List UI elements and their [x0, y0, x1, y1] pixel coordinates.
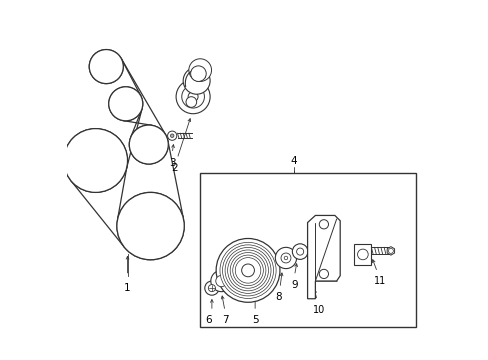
Circle shape	[188, 59, 211, 81]
Circle shape	[275, 247, 296, 269]
Circle shape	[215, 275, 226, 287]
Circle shape	[208, 284, 215, 292]
Circle shape	[176, 80, 210, 114]
Circle shape	[210, 270, 232, 292]
Circle shape	[63, 129, 127, 192]
Text: 10: 10	[312, 305, 325, 315]
Circle shape	[235, 258, 260, 283]
Circle shape	[319, 220, 328, 229]
Polygon shape	[307, 215, 340, 299]
Circle shape	[190, 66, 206, 81]
Circle shape	[296, 248, 303, 255]
Circle shape	[281, 253, 290, 263]
Circle shape	[188, 92, 198, 102]
Bar	[354, 244, 370, 265]
Circle shape	[204, 281, 219, 295]
Circle shape	[167, 131, 177, 140]
Circle shape	[319, 269, 328, 279]
Text: 8: 8	[275, 292, 282, 302]
Circle shape	[108, 87, 142, 121]
Circle shape	[129, 125, 168, 164]
Text: 7: 7	[221, 315, 228, 325]
Circle shape	[292, 244, 307, 260]
Circle shape	[227, 250, 268, 291]
Circle shape	[387, 248, 392, 253]
Text: 4: 4	[290, 156, 297, 166]
Circle shape	[108, 87, 142, 121]
Text: 9: 9	[290, 280, 297, 290]
Polygon shape	[386, 247, 394, 255]
Circle shape	[232, 255, 263, 286]
Circle shape	[216, 238, 279, 302]
Circle shape	[117, 192, 184, 260]
Circle shape	[222, 245, 273, 296]
Circle shape	[241, 264, 254, 277]
Circle shape	[284, 256, 287, 260]
Text: 5: 5	[251, 315, 258, 325]
Circle shape	[63, 129, 127, 192]
Text: 3: 3	[168, 158, 175, 168]
Circle shape	[224, 247, 270, 293]
Circle shape	[117, 192, 184, 260]
Circle shape	[230, 252, 265, 288]
Circle shape	[183, 67, 210, 94]
Circle shape	[89, 50, 123, 84]
Text: 6: 6	[205, 315, 212, 325]
Text: 2: 2	[171, 163, 178, 173]
Circle shape	[89, 50, 123, 84]
Circle shape	[185, 97, 196, 107]
Circle shape	[170, 134, 174, 138]
Circle shape	[357, 249, 367, 260]
Circle shape	[220, 242, 276, 298]
Circle shape	[129, 125, 168, 164]
Text: 11: 11	[373, 276, 385, 287]
Text: 1: 1	[124, 283, 131, 293]
Bar	[200, 173, 416, 327]
Circle shape	[182, 85, 204, 108]
